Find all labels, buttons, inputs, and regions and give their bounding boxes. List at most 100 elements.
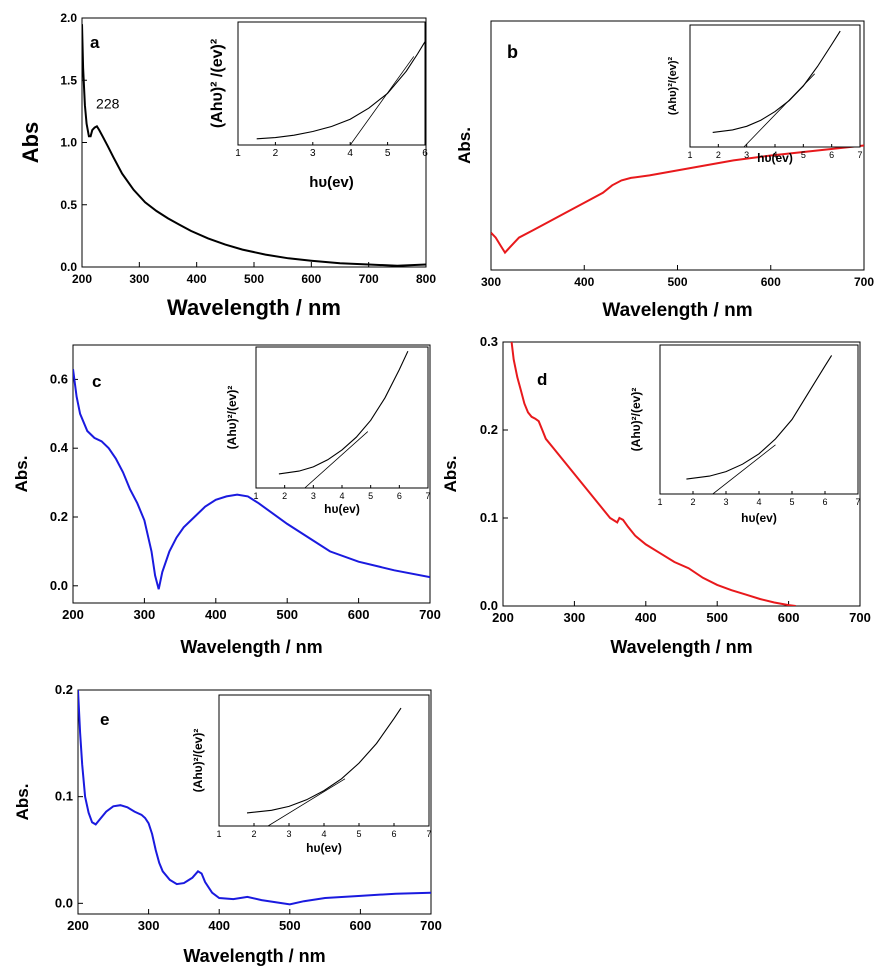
y-tick-label: 0.0 xyxy=(480,598,498,613)
series-line xyxy=(73,368,430,590)
panel-letter: b xyxy=(507,42,518,62)
inset-x-tick-label: 1 xyxy=(235,148,241,159)
inset-x-tick-label: 7 xyxy=(426,829,431,839)
inset-x-tick-label: 5 xyxy=(356,829,361,839)
y-tick-label: 0.2 xyxy=(50,509,68,524)
inset-curve xyxy=(278,350,409,475)
inset-x-axis-label: hυ(ev) xyxy=(309,174,354,191)
x-tick-label: 500 xyxy=(244,272,264,286)
y-tick-label: 0.2 xyxy=(480,422,498,437)
x-tick-label: 300 xyxy=(134,607,156,622)
inset-curve xyxy=(686,355,833,480)
x-tick-label: 500 xyxy=(706,610,728,625)
inset-d: 1 2 3 4 5 6 7 hυ(ev) (Ahυ)²/(ev)² xyxy=(629,344,861,525)
inset-x-tick-label: 7 xyxy=(425,491,430,501)
x-tick-label: 400 xyxy=(208,918,230,933)
inset-x-axis-label: hυ(ev) xyxy=(306,841,342,855)
inset-frame xyxy=(237,21,426,146)
x-tick-label: 700 xyxy=(849,610,871,625)
x-axis-label: Wavelength / nm xyxy=(183,946,325,966)
inset-x-tick-label: 6 xyxy=(822,497,827,507)
panel-letter: a xyxy=(90,33,100,52)
y-tick-label: 0.4 xyxy=(50,440,69,455)
x-tick-label: 700 xyxy=(359,272,379,286)
inset-x-tick-label: 2 xyxy=(273,148,279,159)
inset-y-axis-label: (Ahυ)²/(ev)² xyxy=(191,729,205,793)
x-axis-label: Wavelength / nm xyxy=(167,295,341,320)
x-tick-label: 400 xyxy=(205,607,227,622)
y-axis-label: Abs. xyxy=(12,456,31,493)
y-axis-label: Abs. xyxy=(13,784,32,821)
y-axis-label: Abs xyxy=(18,122,43,164)
inset-x-tick-label: 1 xyxy=(657,497,662,507)
y-tick-label: 0.0 xyxy=(50,578,68,593)
x-axis-label: Wavelength / nm xyxy=(610,637,752,657)
inset-x-tick-label: 7 xyxy=(855,497,860,507)
inset-x-tick-label: 2 xyxy=(282,491,287,501)
annotation-label: 228 xyxy=(96,96,120,112)
x-tick-label: 400 xyxy=(635,610,657,625)
inset-x-tick-label: 2 xyxy=(251,829,256,839)
inset-fit-line xyxy=(304,431,369,488)
x-tick-label: 500 xyxy=(667,275,687,289)
inset-frame xyxy=(255,346,429,489)
inset-frame xyxy=(659,344,859,495)
inset-x-tick-label: 5 xyxy=(385,148,391,159)
inset-fit-line xyxy=(743,73,815,147)
inset-x-tick-label: 4 xyxy=(756,497,761,507)
inset-x-tick-label: 3 xyxy=(723,497,728,507)
x-tick-label: 200 xyxy=(67,918,89,933)
x-tick-label: 300 xyxy=(129,272,149,286)
plot-frame xyxy=(77,689,432,915)
series-line xyxy=(82,24,426,267)
inset-fit-line xyxy=(712,444,776,494)
inset-fit-line xyxy=(267,778,346,826)
inset-x-tick-label: 7 xyxy=(857,150,862,160)
inset-y-axis-label: (Ahυ)²/(ev)² xyxy=(225,386,239,450)
inset-frame xyxy=(218,694,430,827)
panel-d: 200 300 400 500 600 700 0.0 0.1 0.2 0.3 Wavelength… xyxy=(441,334,871,657)
x-tick-label: 700 xyxy=(854,275,874,289)
series-line xyxy=(510,342,796,606)
x-tick-label: 500 xyxy=(276,607,298,622)
inset-x-tick-label: 3 xyxy=(311,491,316,501)
inset-a: 1 2 3 4 5 6 hυ(ev) (Ahυ)² /(ev)² xyxy=(209,21,428,191)
inset-curve xyxy=(256,41,425,140)
x-tick-label: 500 xyxy=(279,918,301,933)
x-tick-label: 200 xyxy=(72,272,92,286)
y-axis-label: Abs. xyxy=(441,456,460,493)
inset-x-tick-label: 3 xyxy=(286,829,291,839)
panel-e: 200 300 400 500 600 700 0.0 0.1 0.2 Wavelength / … xyxy=(13,682,442,966)
inset-y-axis-label: (Ahυ)² /(ev)² xyxy=(209,39,226,128)
panel-letter: e xyxy=(100,710,109,729)
y-tick-label: 0.0 xyxy=(55,895,73,910)
inset-x-axis-label: hυ(ev) xyxy=(324,502,360,516)
inset-y-axis-label: (Ahυ)²/(ev)² xyxy=(629,388,643,452)
x-tick-label: 300 xyxy=(564,610,586,625)
inset-x-tick-label: 4 xyxy=(339,491,344,501)
inset-x-tick-label: 6 xyxy=(397,491,402,501)
x-tick-label: 700 xyxy=(420,918,442,933)
y-tick-label: 0.3 xyxy=(480,334,498,349)
x-tick-label: 700 xyxy=(419,607,441,622)
y-tick-label: 0.0 xyxy=(60,260,77,274)
inset-x-tick-label: 5 xyxy=(801,150,806,160)
inset-frame xyxy=(689,24,861,148)
x-tick-label: 300 xyxy=(138,918,160,933)
series-line xyxy=(78,690,431,906)
y-tick-label: 1.5 xyxy=(60,73,77,87)
x-axis-label: Wavelength / nm xyxy=(180,637,322,657)
x-axis-label: Wavelength / nm xyxy=(602,300,752,321)
series-line xyxy=(491,144,864,255)
inset-x-tick-label: 1 xyxy=(216,829,221,839)
inset-x-tick-label: 5 xyxy=(368,491,373,501)
x-tick-label: 400 xyxy=(574,275,594,289)
x-tick-label: 400 xyxy=(187,272,207,286)
x-tick-label: 600 xyxy=(778,610,800,625)
inset-x-tick-label: 6 xyxy=(829,150,834,160)
y-tick-label: 0.2 xyxy=(55,682,73,697)
inset-c: 1 2 3 4 5 6 7 hυ(ev) (Ahυ)²/(ev)² xyxy=(225,346,431,516)
y-tick-label: 0.5 xyxy=(60,198,77,212)
inset-b: 1 2 3 4 5 6 7 hυ(ev) (Ahυ)²/(ev)² xyxy=(667,24,863,165)
